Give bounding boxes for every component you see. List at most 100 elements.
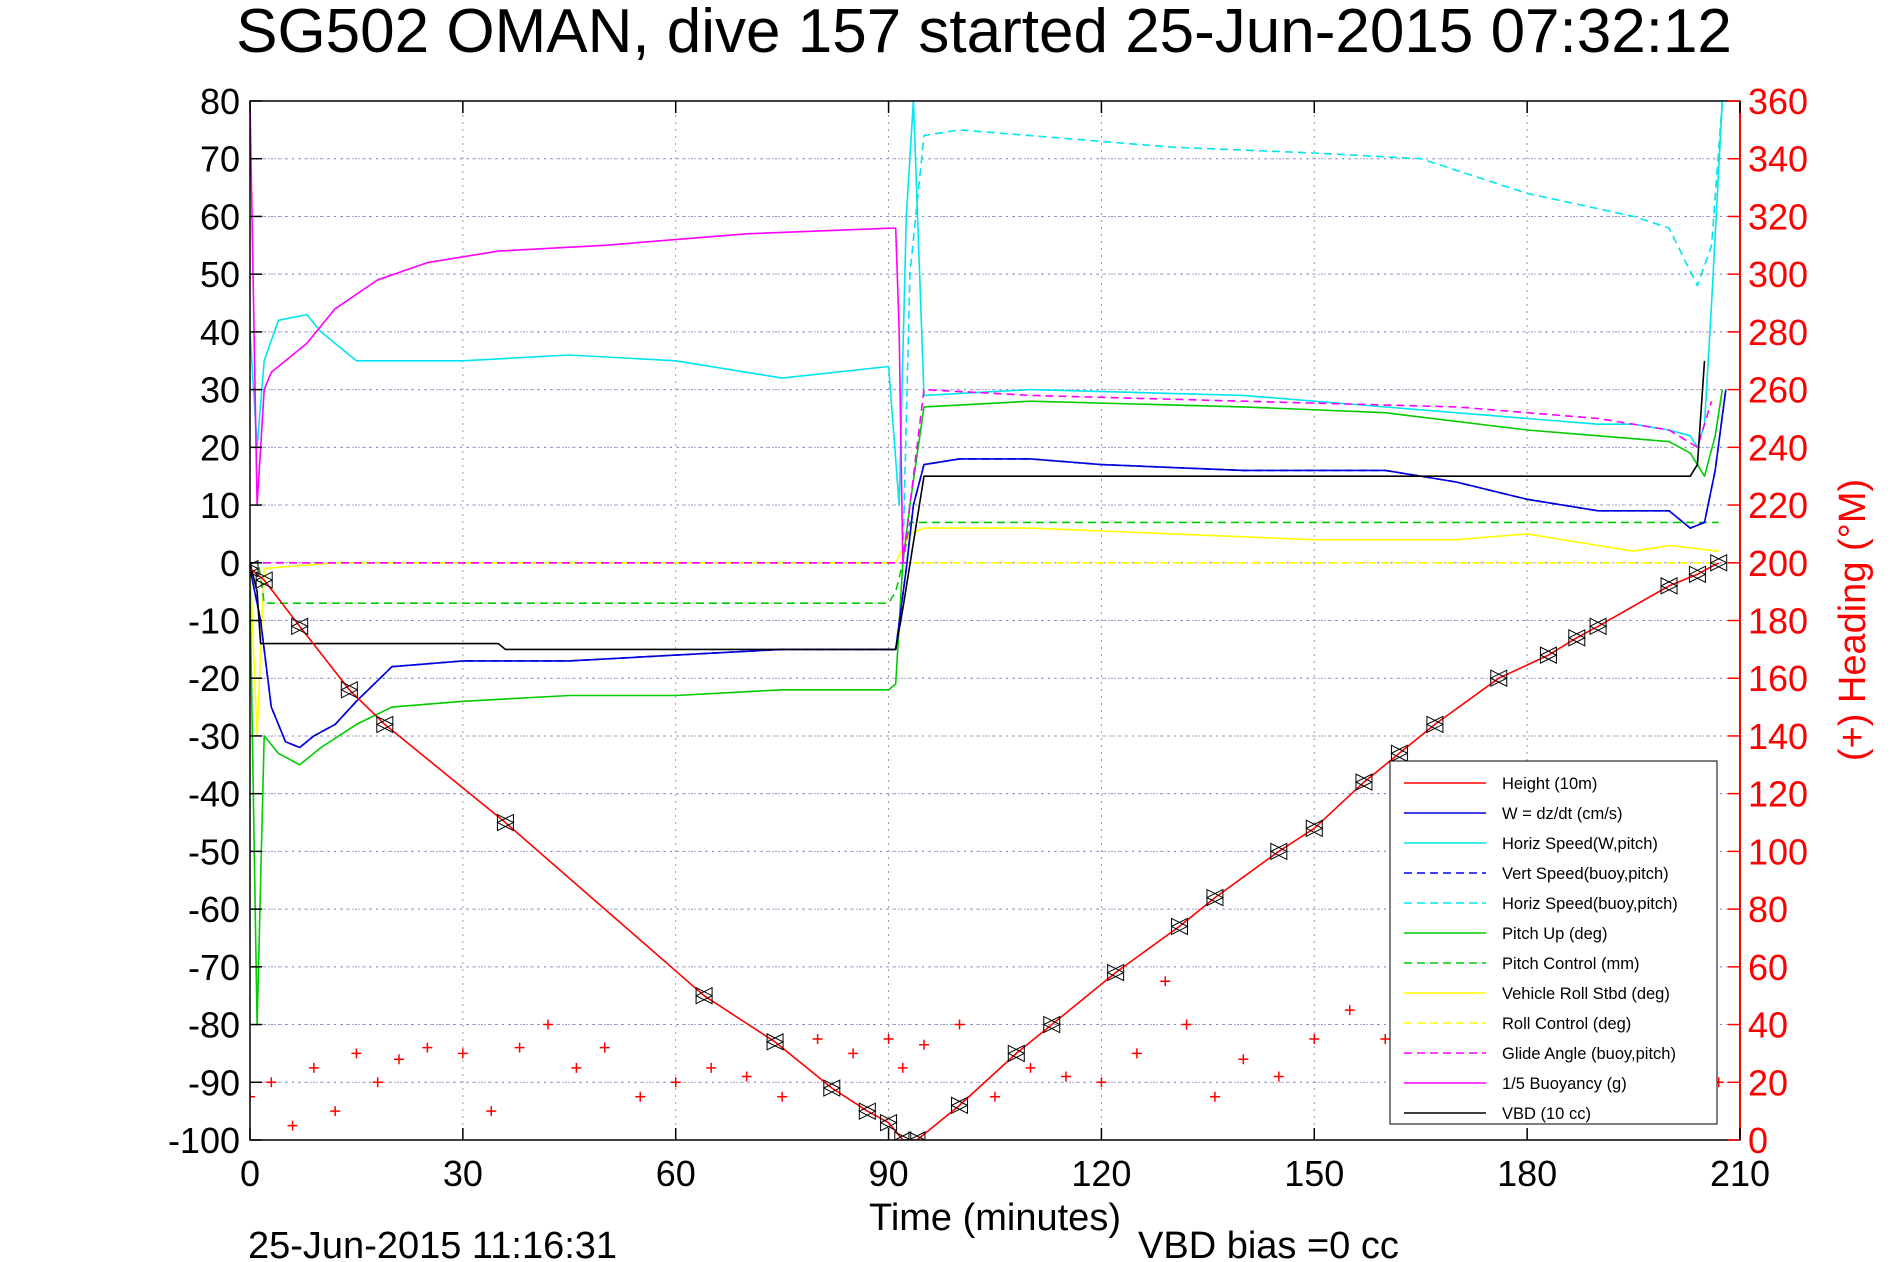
y-tick-label: 40 [200,312,240,353]
y-tick-label: -20 [188,658,240,699]
height-marker [1042,1015,1061,1034]
heading-marker [954,1019,965,1030]
y2-tick-label: 120 [1748,774,1808,815]
x-tick-label: 210 [1710,1153,1770,1194]
y-tick-label: 60 [200,196,240,237]
x-tick-label: 150 [1284,1153,1344,1194]
footer-vbd-bias: VBD bias =0 cc [1138,1225,1399,1262]
y-tick-label: -100 [168,1120,240,1161]
y-tick-label: -10 [188,601,240,642]
legend-label: W = dz/dt (cm/s) [1502,805,1623,823]
heading-marker [308,1062,319,1073]
heading-marker [457,1048,468,1059]
heading-marker [777,1091,788,1102]
chart-title: SG502 OMAN, dive 157 started 25-Jun-2015… [236,0,1732,66]
height-marker [1489,669,1508,688]
y-tick-label: 70 [200,139,240,180]
y-tick-label: -50 [188,831,240,872]
heading-marker [1273,1071,1284,1082]
y-tick-label: 0 [220,543,240,584]
heading-marker [990,1091,1000,1102]
y2-tick-label: 40 [1748,1005,1788,1046]
height-marker [893,1131,912,1140]
heading-marker [1380,1033,1391,1044]
heading-marker [266,1077,277,1088]
x-tick-label: 30 [443,1153,483,1194]
x-axis-label: Time (minutes) [869,1197,1121,1239]
y2-tick-label: 20 [1748,1062,1788,1103]
y2-tick-label: 180 [1748,601,1808,642]
y-tick-label: 10 [200,485,240,526]
height-marker [1007,1044,1026,1063]
height-marker [858,1102,877,1120]
series-6-line [250,521,1719,605]
y-tick-label: 20 [200,427,240,468]
legend-label: 1/5 Buoyancy (g) [1502,1075,1627,1093]
series-0-line [250,562,1720,1140]
y2-tick-label: 280 [1748,312,1808,353]
height-marker [1659,577,1679,595]
footer-timestamp: 25-Jun-2015 11:16:31 [248,1225,617,1262]
height-marker [375,715,394,734]
y2-tick-label: 60 [1748,947,1788,988]
heading-marker [1309,1033,1320,1044]
y2-tick-label: 80 [1748,889,1788,930]
height-marker [340,680,359,699]
height-marker [1425,715,1445,734]
y-tick-label: -70 [188,947,240,988]
height-marker [255,571,274,589]
y-tick-label: -80 [188,1005,240,1046]
grid-lines [250,101,1740,1140]
series-10-line [250,101,907,564]
heading-markers [250,976,1724,1131]
heading-marker [1160,976,1171,987]
height-marker [1688,565,1707,584]
heading-marker [571,1062,582,1073]
x-tick-label: 90 [869,1153,909,1194]
y2-tick-labels: 3603403203002802602402202001801601401201… [1748,81,1808,1161]
legend-label: Pitch Up (deg) [1502,925,1607,943]
height-marker [1354,773,1374,791]
heading-marker [670,1077,681,1088]
tick-marks [249,100,1741,1141]
height-marker [496,813,515,832]
legend-label: Horiz Speed(W,pitch) [1502,835,1658,853]
y-tick-label: 80 [200,81,240,122]
y2-tick-label: 340 [1748,139,1808,180]
legend-label: Roll Control (deg) [1502,1015,1631,1033]
y2-tick-label: 360 [1748,81,1808,122]
heading-marker [543,1019,553,1030]
heading-marker [372,1077,383,1088]
y2-tick-label: 160 [1748,658,1808,699]
heading-marker [848,1048,859,1059]
height-marker [1170,917,1189,936]
heading-marker [351,1048,362,1059]
heading-marker [1025,1062,1036,1073]
height-marker [1567,629,1586,647]
y-tick-label: 30 [200,370,240,411]
legend-label: VBD (10 cc) [1502,1105,1591,1123]
heading-marker [1131,1048,1142,1059]
height-marker [907,1131,927,1140]
heading-marker [706,1062,717,1073]
height-markers [250,553,1728,1140]
heading-marker [1181,1019,1192,1030]
y2-tick-label: 320 [1748,196,1808,237]
series-9-line [250,388,1713,564]
height-marker [1709,553,1728,572]
series-group [250,101,1728,1140]
height-marker [1539,646,1558,664]
y-tick-label: -90 [188,1062,240,1103]
heading-marker [486,1106,497,1117]
heading-marker [599,1042,610,1053]
series-1-line [250,389,1727,749]
y2-tick-label: 300 [1748,254,1808,295]
heading-marker [883,1033,894,1044]
heading-marker [287,1120,298,1131]
legend-label: Vehicle Roll Stbd (deg) [1502,985,1670,1003]
y-tick-label: -40 [188,774,240,815]
height-marker [290,617,309,636]
x-tick-labels: 0 30 60 90 120 150 180 210 [240,1153,1770,1194]
y2-tick-label: 140 [1748,716,1808,757]
